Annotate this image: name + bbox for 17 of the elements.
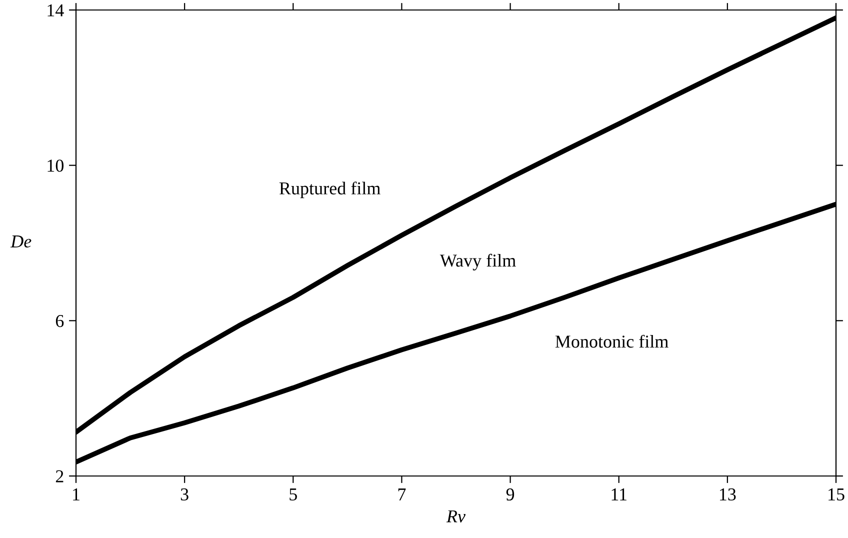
y-tick-label: 10 (48, 160, 64, 172)
y-axis-title: De (10, 236, 32, 248)
y-tick-label: 2 (56, 470, 64, 482)
annotation: Monotonic film (555, 334, 668, 348)
annotation: Wavy film (440, 254, 516, 270)
x-tick-label: 11 (612, 488, 626, 500)
x-tick-label: 5 (290, 488, 297, 501)
x-tick-label: 15 (828, 488, 844, 501)
x-tick-label: 13 (720, 488, 736, 501)
annotation: Ruptured film (279, 182, 380, 198)
x-axis-title: Rv (446, 510, 466, 522)
y-tick-label: 6 (56, 314, 64, 328)
y-tick-label: 14 (48, 4, 64, 16)
x-tick-label: 9 (506, 488, 514, 501)
x-tick-label: 7 (398, 488, 406, 500)
x-tick-label: 3 (180, 488, 188, 501)
x-tick-label: 1 (73, 488, 80, 500)
